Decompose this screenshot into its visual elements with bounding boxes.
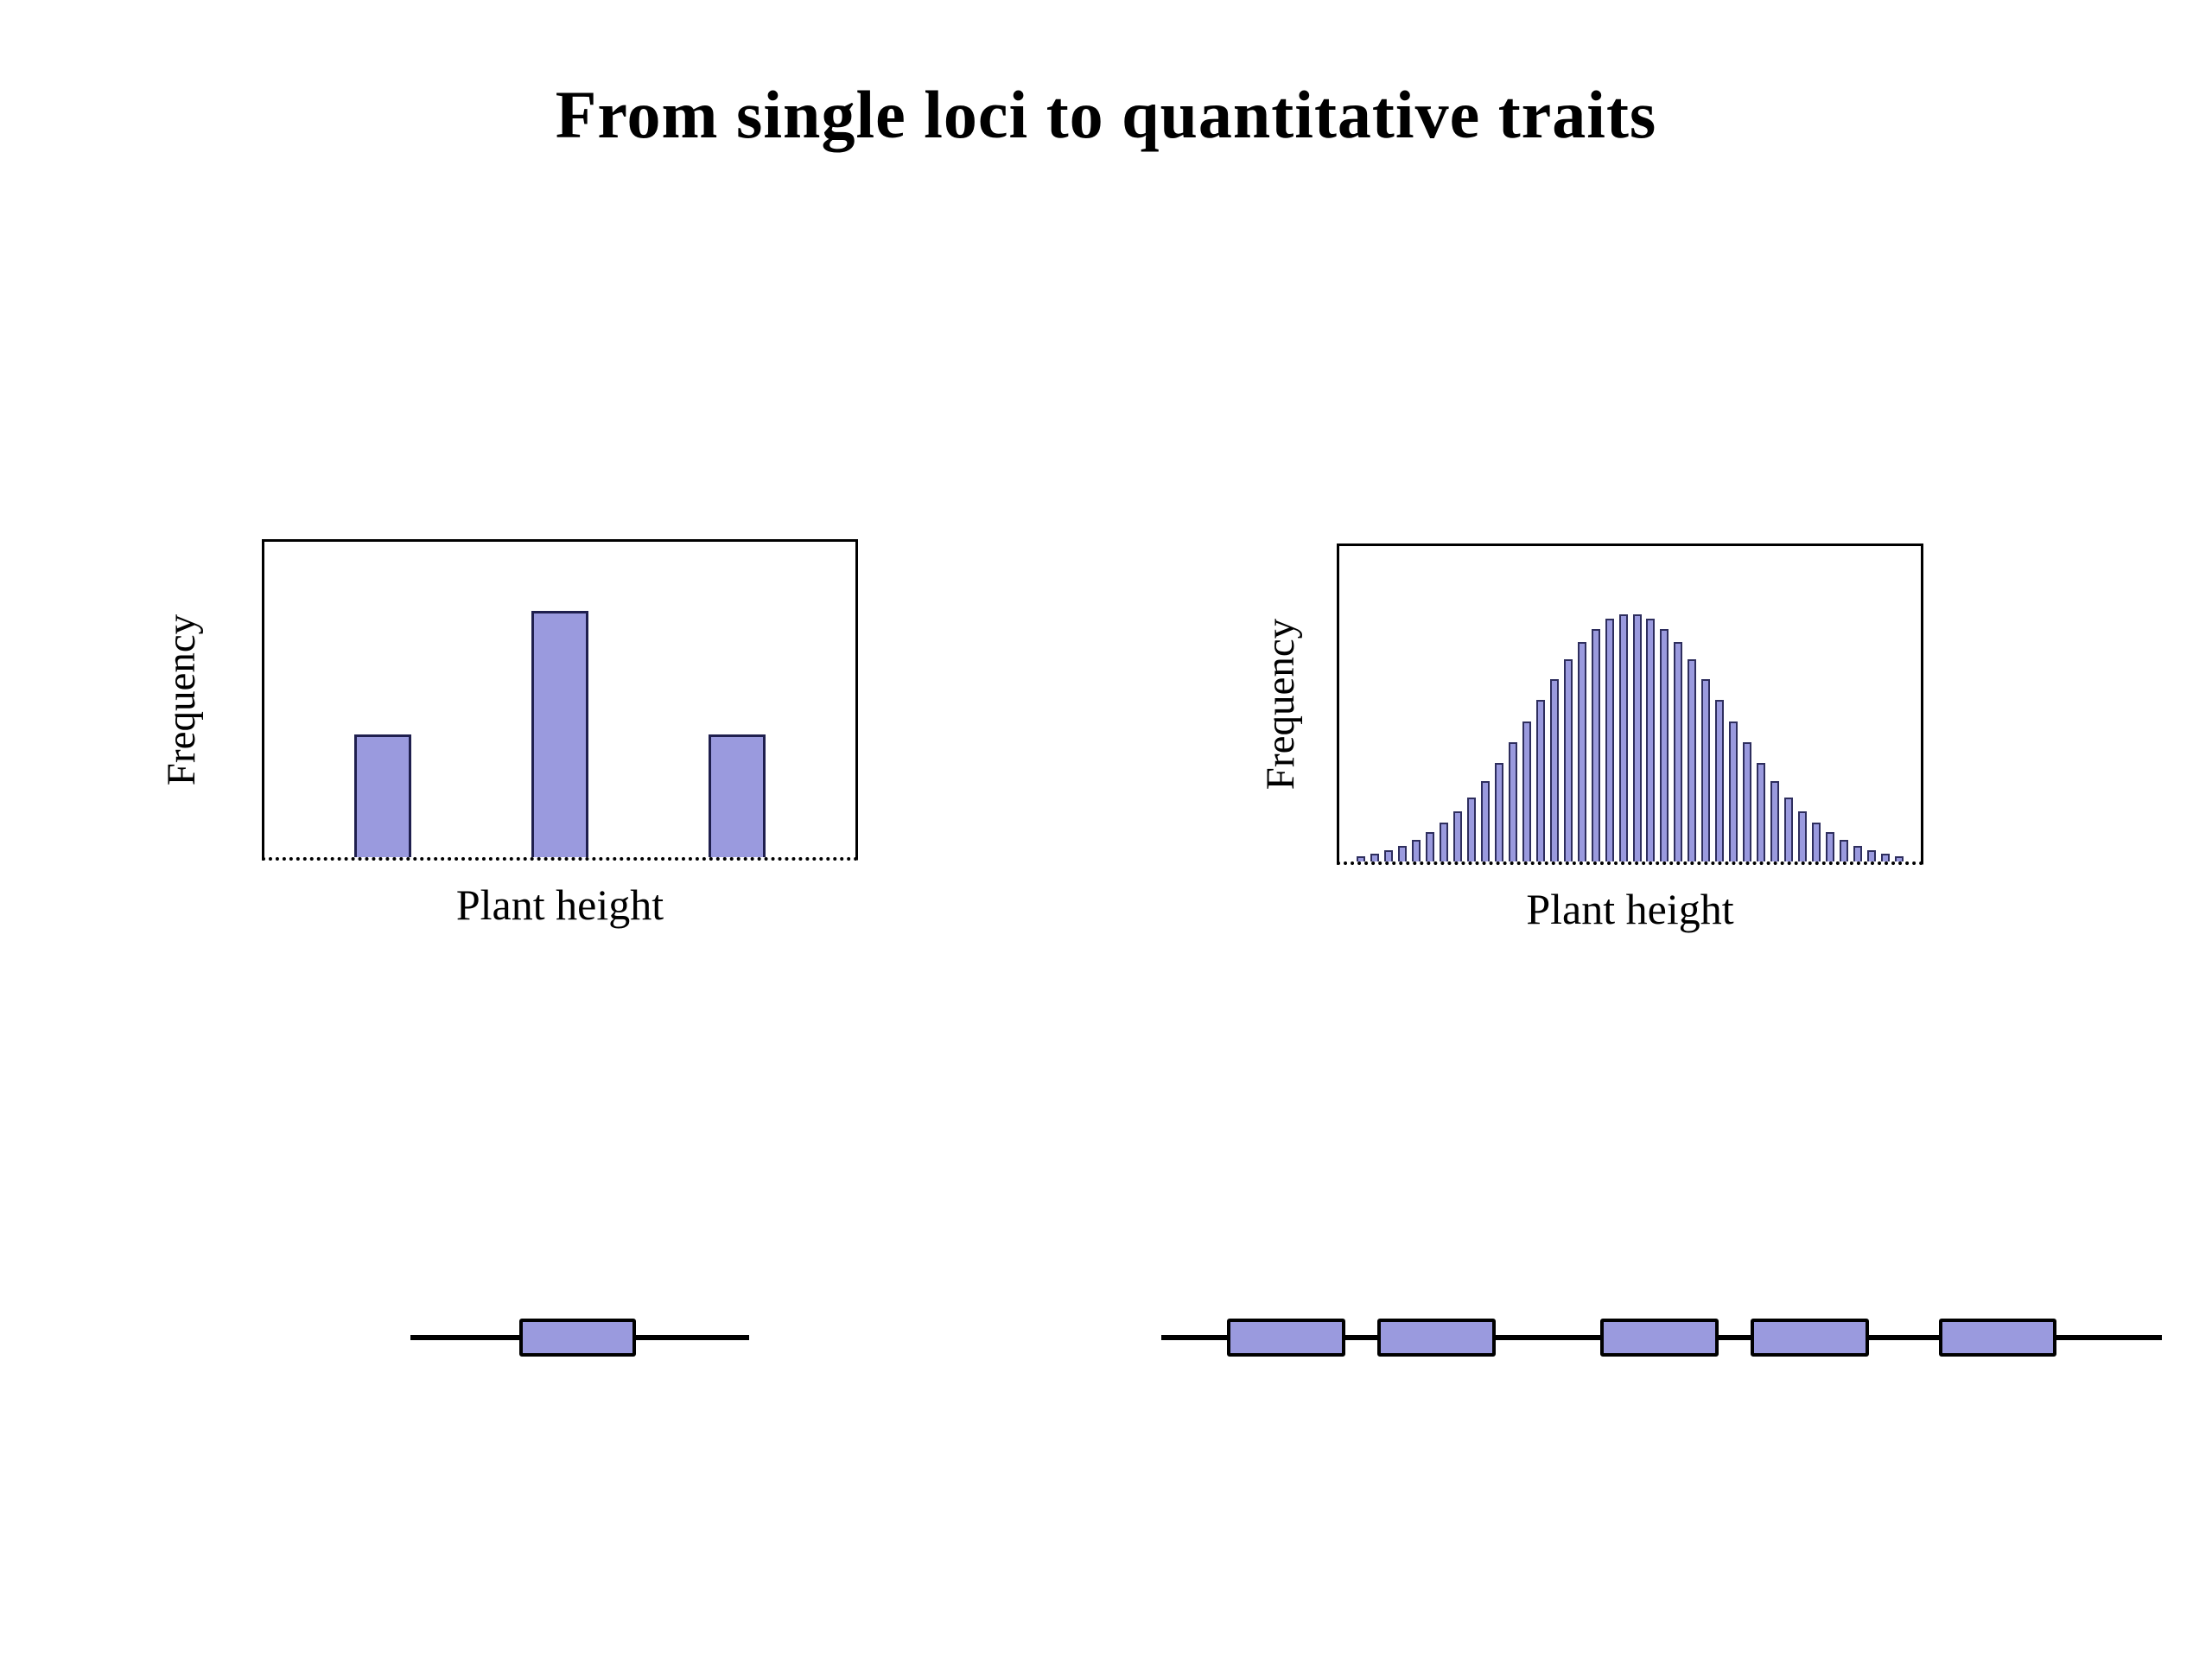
bar-short [353, 734, 411, 857]
x-axis-label-quantitative: Plant height [1526, 885, 1734, 933]
quantitative-plot [1337, 543, 1923, 865]
hist-bar [1467, 798, 1476, 861]
gene-locus-box [1377, 1319, 1496, 1357]
hist-bar [1398, 846, 1407, 861]
hist-bar [1605, 619, 1614, 861]
gene-locus-box [1938, 1319, 2057, 1357]
hist-bar [1840, 840, 1848, 861]
hist-bar [1853, 846, 1862, 861]
hist-bar [1357, 856, 1365, 861]
hist-bar [1633, 614, 1642, 861]
hist-bar [1743, 742, 1751, 861]
hist-bar [1509, 742, 1517, 861]
hist-bar [1757, 763, 1765, 861]
hist-bar [1426, 832, 1434, 861]
hist-bar [1412, 840, 1421, 861]
hist-bar [1370, 854, 1379, 861]
bar-intermediate [531, 611, 588, 857]
hist-bar [1660, 629, 1669, 861]
hist-bar [1674, 642, 1682, 861]
hist-bar [1812, 823, 1821, 861]
hist-bar [1453, 811, 1462, 861]
y-axis-label-single-locus: Frequency [154, 539, 209, 861]
gene-locus-box [1751, 1319, 1869, 1357]
hist-bar [1564, 659, 1573, 861]
hist-bar [1881, 854, 1890, 861]
gene-locus-box [1600, 1319, 1719, 1357]
hist-bar [1784, 798, 1793, 861]
page-title: From single loci to quantitative traits [555, 77, 1657, 152]
hist-bar [1384, 850, 1393, 861]
hist-bar [1895, 856, 1904, 861]
gene-locus-box [519, 1319, 637, 1357]
hist-bar [1701, 679, 1710, 861]
hist-bar [1867, 850, 1876, 861]
hist-bar [1770, 781, 1779, 861]
hist-bar [1592, 629, 1600, 861]
y-axis-label-text: Frequency [159, 613, 204, 786]
hist-bar [1619, 614, 1628, 861]
bar-tall [709, 734, 766, 857]
x-axis-label-single-locus: Plant height [455, 880, 664, 929]
hist-bar [1495, 763, 1503, 861]
y-axis-label-quantitative: Frequency [1253, 543, 1308, 865]
multi-locus-gene-line [1161, 1319, 2162, 1357]
hist-bar [1715, 700, 1724, 861]
hist-bar [1481, 781, 1490, 861]
hist-bar [1798, 811, 1807, 861]
hist-bar [1440, 823, 1448, 861]
single-locus-gene-line [410, 1319, 749, 1357]
hist-bar [1646, 619, 1655, 861]
hist-bar [1729, 721, 1738, 861]
hist-bar [1536, 700, 1545, 861]
hist-bar [1578, 642, 1586, 861]
single-locus-plot [262, 539, 858, 861]
hist-bar [1522, 721, 1531, 861]
hist-bar [1550, 679, 1559, 861]
hist-bar [1688, 659, 1696, 861]
hist-bar [1826, 832, 1834, 861]
y-axis-label-text: Frequency [1258, 618, 1303, 791]
gene-locus-box [1227, 1319, 1346, 1357]
